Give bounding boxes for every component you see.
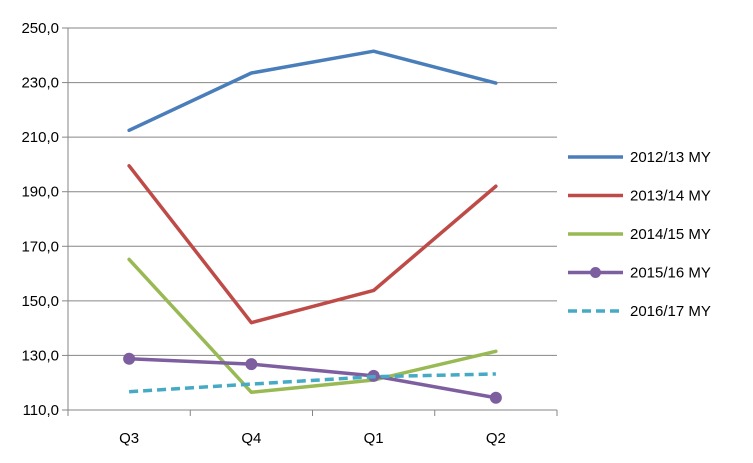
legend-label-0: 2012/13 MY bbox=[630, 149, 711, 166]
series-line-4 bbox=[129, 372, 496, 394]
axes bbox=[62, 27, 558, 416]
data-point-marker bbox=[123, 352, 136, 365]
legend-label-4: 2016/17 MY bbox=[630, 303, 711, 320]
x-tick-label: Q1 bbox=[364, 430, 384, 447]
x-tick-label: Q2 bbox=[486, 430, 506, 447]
y-tick-label: 150,0 bbox=[21, 293, 59, 310]
y-tick-label: 170,0 bbox=[21, 238, 59, 255]
series-line-2 bbox=[127, 257, 498, 395]
legend-label-3: 2015/16 MY bbox=[630, 265, 711, 282]
y-axis-tick-labels: 110,0 130,0 150,0 170,0 190,0 210,0 230,0 250,0 bbox=[21, 20, 59, 419]
data-point-marker bbox=[489, 391, 502, 404]
series-line-0 bbox=[127, 49, 498, 133]
y-tick-label: 230,0 bbox=[21, 75, 59, 92]
legend-label-2: 2014/15 MY bbox=[630, 226, 711, 243]
y-tick-label: 130,0 bbox=[21, 347, 59, 364]
series-line-3 bbox=[127, 356, 498, 400]
y-tick-label: 110,0 bbox=[23, 402, 59, 419]
legend: 2012/13 MY 2013/14 MY 2014/15 MY 2015/16 MY… bbox=[568, 149, 711, 320]
legend-marker-3 bbox=[590, 267, 601, 278]
x-axis-tick-labels: Q3 Q4 Q1 Q2 bbox=[119, 430, 506, 447]
x-tick-label: Q4 bbox=[241, 430, 261, 447]
series-lines bbox=[123, 49, 502, 404]
x-tick-label: Q3 bbox=[119, 430, 139, 447]
legend-label-1: 2013/14 MY bbox=[630, 188, 711, 205]
y-tick-label: 210,0 bbox=[21, 129, 59, 146]
y-tick-label: 190,0 bbox=[21, 184, 59, 201]
data-point-marker bbox=[245, 358, 258, 371]
y-tick-label: 250,0 bbox=[21, 20, 59, 37]
series-line-1 bbox=[127, 164, 498, 325]
